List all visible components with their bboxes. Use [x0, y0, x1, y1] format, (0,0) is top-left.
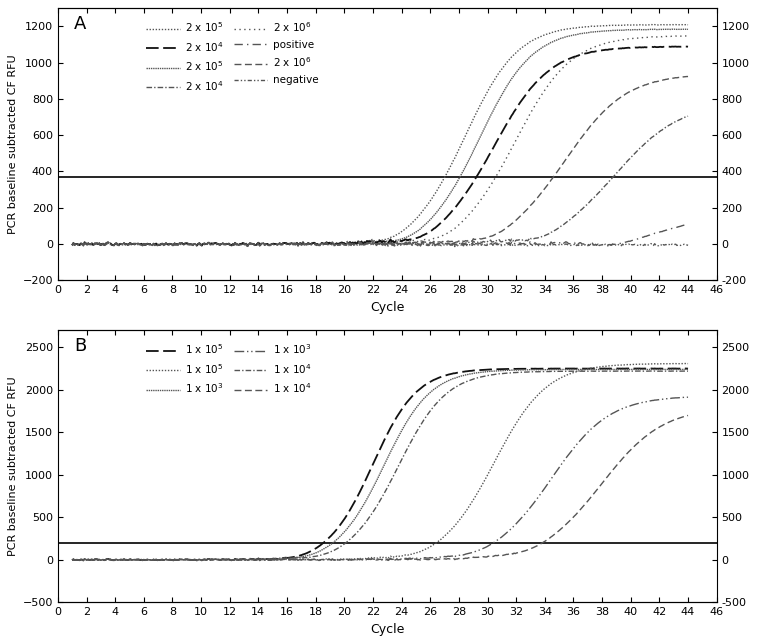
Y-axis label: PCR baseline subtracted CF RFU: PCR baseline subtracted CF RFU: [8, 55, 18, 234]
X-axis label: Cycle: Cycle: [370, 623, 405, 636]
Text: B: B: [74, 337, 86, 355]
Text: A: A: [74, 15, 86, 33]
Legend: 2 x 10$^5$, 2 x 10$^4$, 2 x 10$^5$, 2 x 10$^4$, 2 x 10$^6$, positive, 2 x 10$^6$: 2 x 10$^5$, 2 x 10$^4$, 2 x 10$^5$, 2 x …: [143, 16, 322, 97]
Y-axis label: PCR baseline subtracted CF RFU: PCR baseline subtracted CF RFU: [8, 377, 18, 556]
Legend: 1 x 10$^5$, 1 x 10$^5$, 1 x 10$^3$, 1 x 10$^3$, 1 x 10$^4$, 1 x 10$^4$: 1 x 10$^5$, 1 x 10$^5$, 1 x 10$^3$, 1 x …: [143, 338, 315, 399]
X-axis label: Cycle: Cycle: [370, 301, 405, 314]
